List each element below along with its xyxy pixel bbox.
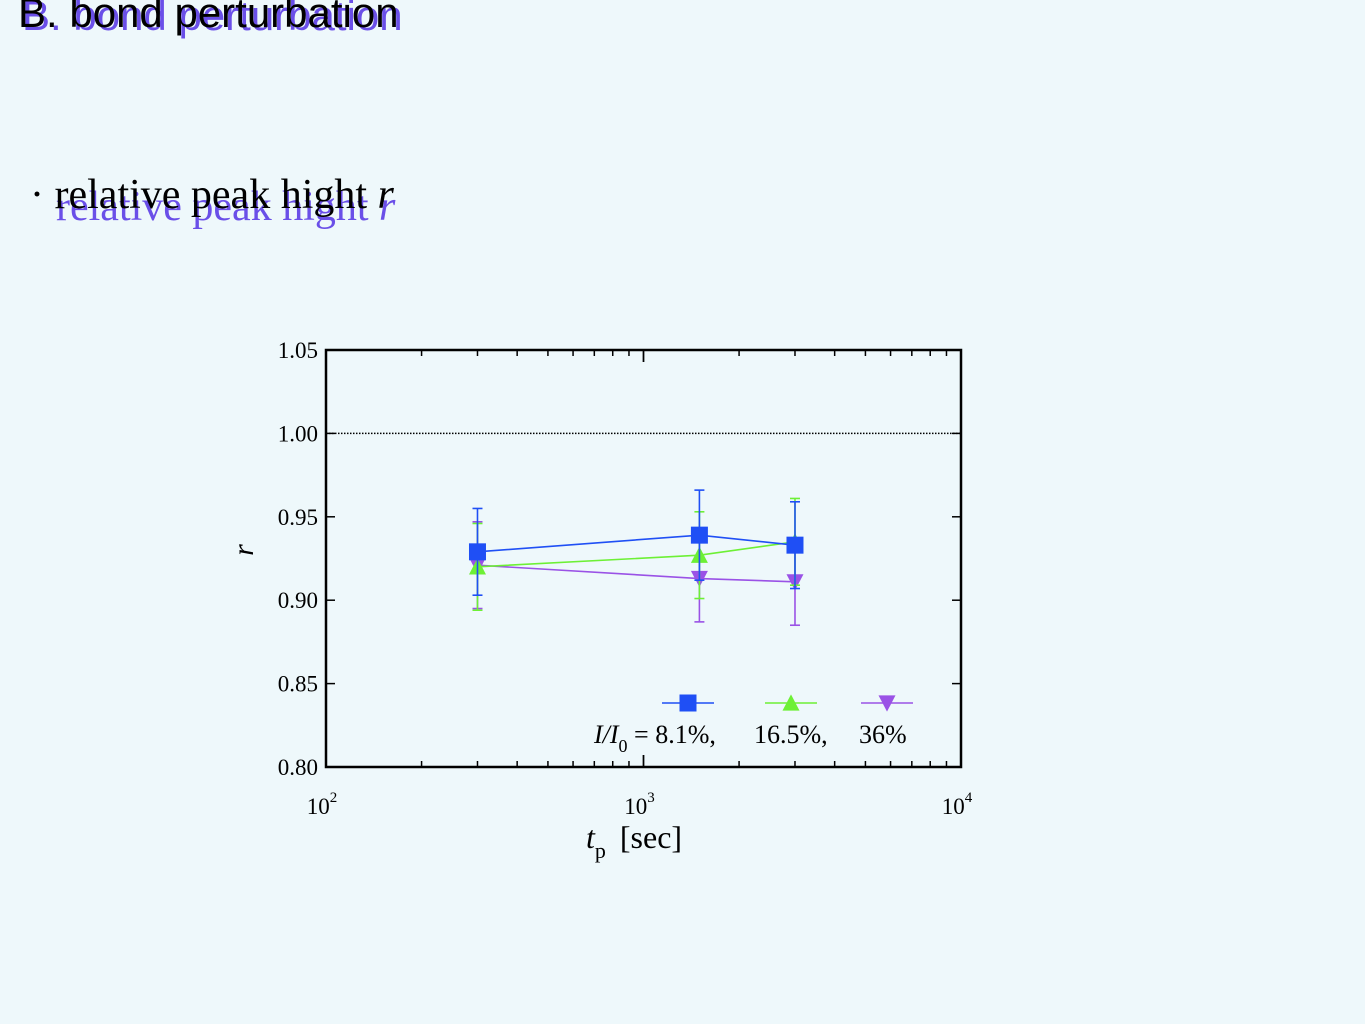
data-point xyxy=(468,543,486,561)
series-line-0 xyxy=(477,534,796,553)
x-tick-label: 102 xyxy=(307,790,338,819)
y-tick-label: 0.85 xyxy=(278,672,318,697)
x-axis-label: tp [sec] xyxy=(586,819,682,863)
x-tick-label: 104 xyxy=(942,790,973,819)
bullet-text: · relative peak hight r xyxy=(30,172,394,218)
legend-label: 36% xyxy=(859,720,907,749)
series-line-2 xyxy=(477,564,796,583)
data-point xyxy=(690,526,708,544)
bullet-item: relative peak hight r · relative peak hi… xyxy=(30,172,395,228)
y-tick-label: 1.05 xyxy=(278,338,318,363)
legend-marker xyxy=(878,695,896,712)
y-tick-label: 0.95 xyxy=(278,505,318,530)
legend-label: 16.5%, xyxy=(754,720,828,749)
legend-marker xyxy=(782,694,800,711)
bullet-shadow: relative peak hight r xyxy=(56,186,395,228)
slide-title: B. bond perturbation B. bond perturbatio… xyxy=(18,0,403,37)
bullet-label: relative peak hight xyxy=(54,172,378,218)
slide-title-shadow: B. bond perturbation xyxy=(22,0,403,39)
data-point xyxy=(786,536,804,554)
bullet-shadow-var: r xyxy=(379,184,396,230)
x-tick-label: 103 xyxy=(624,790,655,819)
bullet-variable: r xyxy=(377,172,394,218)
slide-title-text: B. bond perturbation xyxy=(18,0,399,36)
y-tick-label: 0.90 xyxy=(278,588,318,613)
bullet-symbol: · xyxy=(30,172,44,218)
bullet-shadow-text: relative peak hight xyxy=(56,184,380,230)
y-tick-label: 1.00 xyxy=(278,421,318,446)
y-tick-label: 0.80 xyxy=(278,755,318,780)
legend-label: I/I0 = 8.1%, xyxy=(593,720,716,756)
y-axis-label: r xyxy=(227,544,260,556)
series-line-1 xyxy=(477,541,796,568)
legend-marker xyxy=(679,694,697,712)
